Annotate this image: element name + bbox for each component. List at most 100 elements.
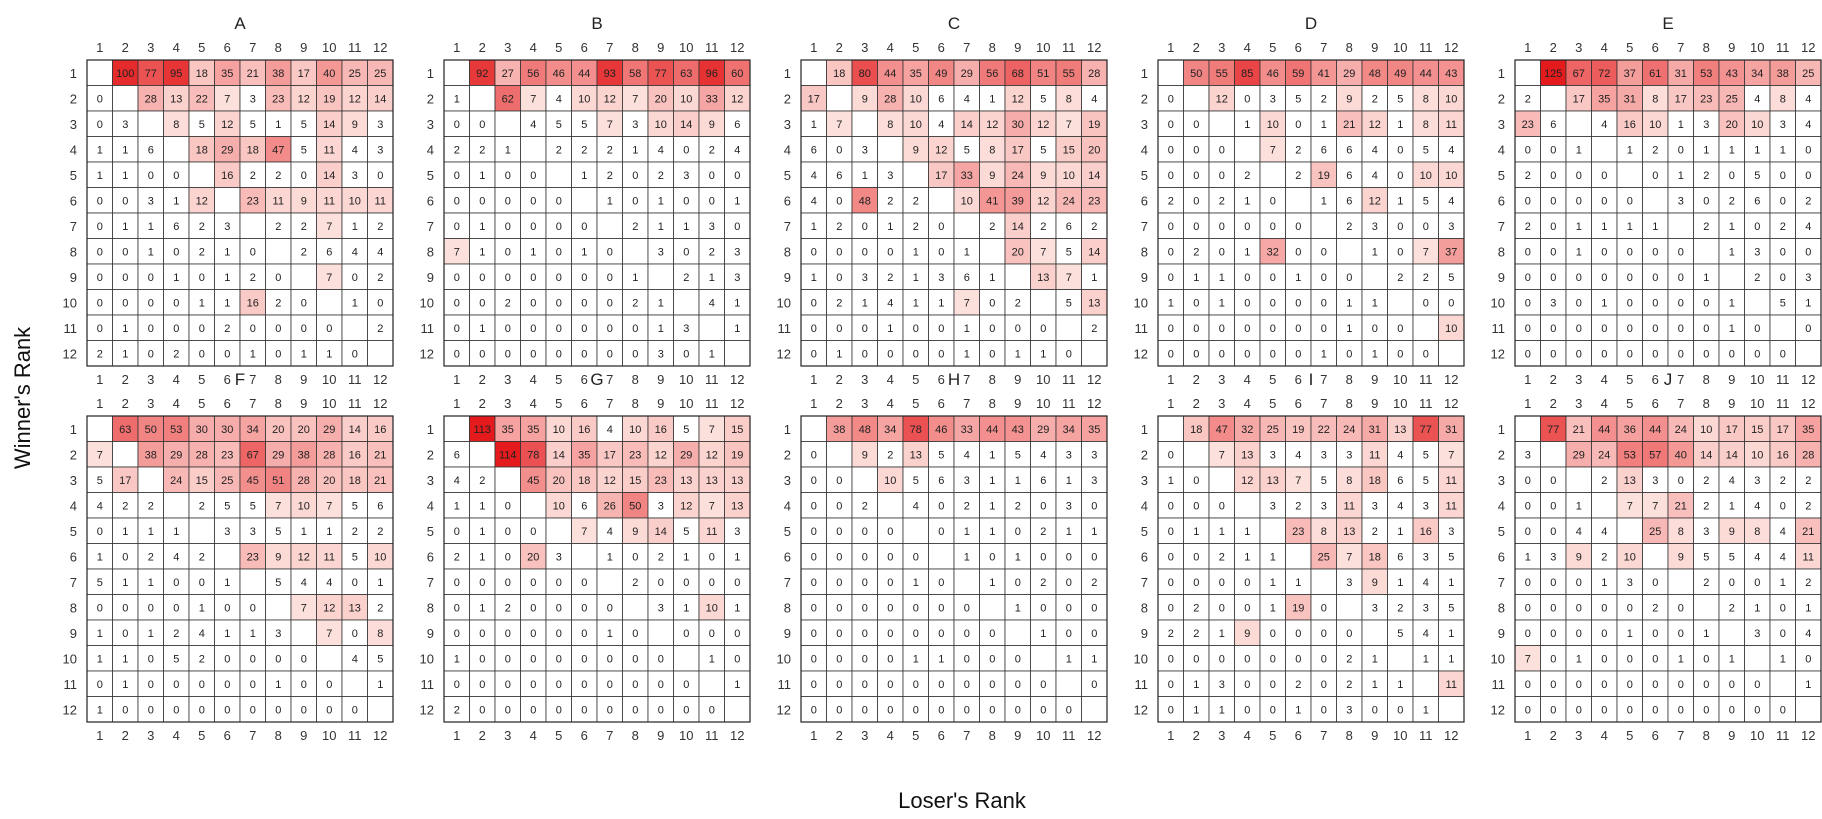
cell-value-label: 2 <box>275 170 281 182</box>
heatmap-cell <box>1616 59 1643 86</box>
cell-value-label: 1 <box>1754 144 1760 156</box>
x-tick-label-top: 3 <box>1575 396 1582 411</box>
y-tick-label: 5 <box>1498 168 1505 183</box>
cell-value-label: 3 <box>377 119 383 131</box>
cell-value-label: 0 <box>1193 170 1199 182</box>
heatmap-cell <box>1208 212 1235 239</box>
heatmap-cell <box>239 187 266 214</box>
cell-value-label: 43 <box>1012 424 1024 436</box>
heatmap-cell <box>545 161 572 188</box>
y-tick-label: 2 <box>784 447 791 462</box>
cell-value-label: 0 <box>836 246 842 258</box>
x-tick-label-bottom: 11 <box>348 728 362 743</box>
x-tick-label-top: 5 <box>198 40 205 55</box>
heatmap-cell <box>443 543 470 570</box>
heatmap-cell <box>188 619 215 646</box>
heatmap-cell <box>316 314 343 341</box>
cell-value-label: 0 <box>1703 704 1709 716</box>
x-tick-label-top: 12 <box>1087 396 1101 411</box>
heatmap-cell <box>469 110 496 137</box>
heatmap-cell <box>1642 568 1669 595</box>
heatmap-cell <box>1412 670 1439 697</box>
heatmap-cell <box>1361 645 1388 672</box>
cell-value-label: 20 <box>323 475 335 487</box>
x-tick-label-top: 4 <box>1601 396 1608 411</box>
cell-value-label: 0 <box>1346 628 1352 640</box>
x-tick-label-bottom: 5 <box>1269 372 1276 387</box>
heatmap-cell <box>316 441 343 468</box>
cell-value-label: 1 <box>1601 577 1607 589</box>
heatmap-cell <box>622 289 649 316</box>
cell-value-label: 2 <box>1193 246 1199 258</box>
heatmap-cell <box>1642 110 1669 137</box>
cell-value-label: 31 <box>1445 424 1457 436</box>
cell-value-label: 0 <box>964 602 970 614</box>
cell-value-label: 85 <box>1241 68 1253 80</box>
cell-value-label: 6 <box>836 170 842 182</box>
heatmap-cell <box>86 110 113 137</box>
heatmap-cell <box>647 238 674 265</box>
heatmap-cell <box>367 263 394 290</box>
cell-value-label: 0 <box>683 348 689 360</box>
cell-value-label: 0 <box>836 526 842 538</box>
cell-value-label: 0 <box>1270 272 1276 284</box>
cell-value-label: 67 <box>247 449 259 461</box>
heatmap-cell <box>1438 645 1465 672</box>
heatmap-cell <box>1055 161 1082 188</box>
cell-value-label: 1 <box>1448 577 1454 589</box>
heatmap-cell <box>86 161 113 188</box>
cell-value-label: 0 <box>1346 272 1352 284</box>
heatmap-cell <box>290 212 317 239</box>
heatmap-cell <box>1642 645 1669 672</box>
heatmap-cell <box>1157 212 1184 239</box>
cell-value-label: 0 <box>709 551 715 563</box>
heatmap-cell <box>826 441 853 468</box>
cell-value-label: 0 <box>1525 577 1531 589</box>
cell-value-label: 0 <box>224 602 230 614</box>
cell-value-label: 2 <box>632 297 638 309</box>
y-tick-label: 10 <box>777 651 791 666</box>
cell-value-label: 0 <box>1066 628 1072 640</box>
x-tick-label-top: 7 <box>249 396 256 411</box>
heatmap-cell <box>494 696 521 723</box>
heatmap-cell <box>1157 59 1184 86</box>
cell-value-label: 0 <box>479 119 485 131</box>
cell-value-label: 0 <box>1601 170 1607 182</box>
cell-value-label: 5 <box>1448 551 1454 563</box>
heatmap-cell <box>1769 492 1796 519</box>
heatmap-cell <box>1030 187 1057 214</box>
cell-value-label: 28 <box>298 475 310 487</box>
y-tick-label: 4 <box>427 142 434 157</box>
cell-value-label: 2 <box>1168 195 1174 207</box>
cell-value-label: 24 <box>1343 424 1355 436</box>
cell-value-label: 23 <box>1522 119 1534 131</box>
heatmap-cell <box>826 136 853 163</box>
heatmap-cell <box>1693 517 1720 544</box>
heatmap-cell <box>1208 568 1235 595</box>
heatmap-cell <box>520 619 547 646</box>
heatmap-cell <box>1744 696 1771 723</box>
cell-value-label: 9 <box>301 195 307 207</box>
cell-value-label: 2 <box>1754 272 1760 284</box>
y-tick-label: 6 <box>427 549 434 564</box>
cell-value-label: 0 <box>1729 704 1735 716</box>
cell-value-label: 3 <box>862 144 868 156</box>
heatmap-cell <box>1336 340 1363 367</box>
cell-value-label: 3 <box>1270 500 1276 512</box>
heatmap-cell <box>341 466 368 493</box>
cell-value-label: 1 <box>1423 704 1429 716</box>
x-tick-label-top: 2 <box>479 40 486 55</box>
x-tick-label-top: 12 <box>373 40 387 55</box>
x-tick-label-bottom: 3 <box>1575 728 1582 743</box>
cell-value-label: 0 <box>454 628 460 640</box>
heatmap-cell <box>265 645 292 672</box>
heatmap-cell <box>494 187 521 214</box>
cell-value-label: 17 <box>298 68 310 80</box>
cell-value-label: 0 <box>1652 628 1658 640</box>
cell-value-label: 12 <box>323 602 335 614</box>
cell-value-label: 7 <box>1219 449 1225 461</box>
cell-value-label: 0 <box>224 679 230 691</box>
x-tick-label-top: 3 <box>1218 40 1225 55</box>
